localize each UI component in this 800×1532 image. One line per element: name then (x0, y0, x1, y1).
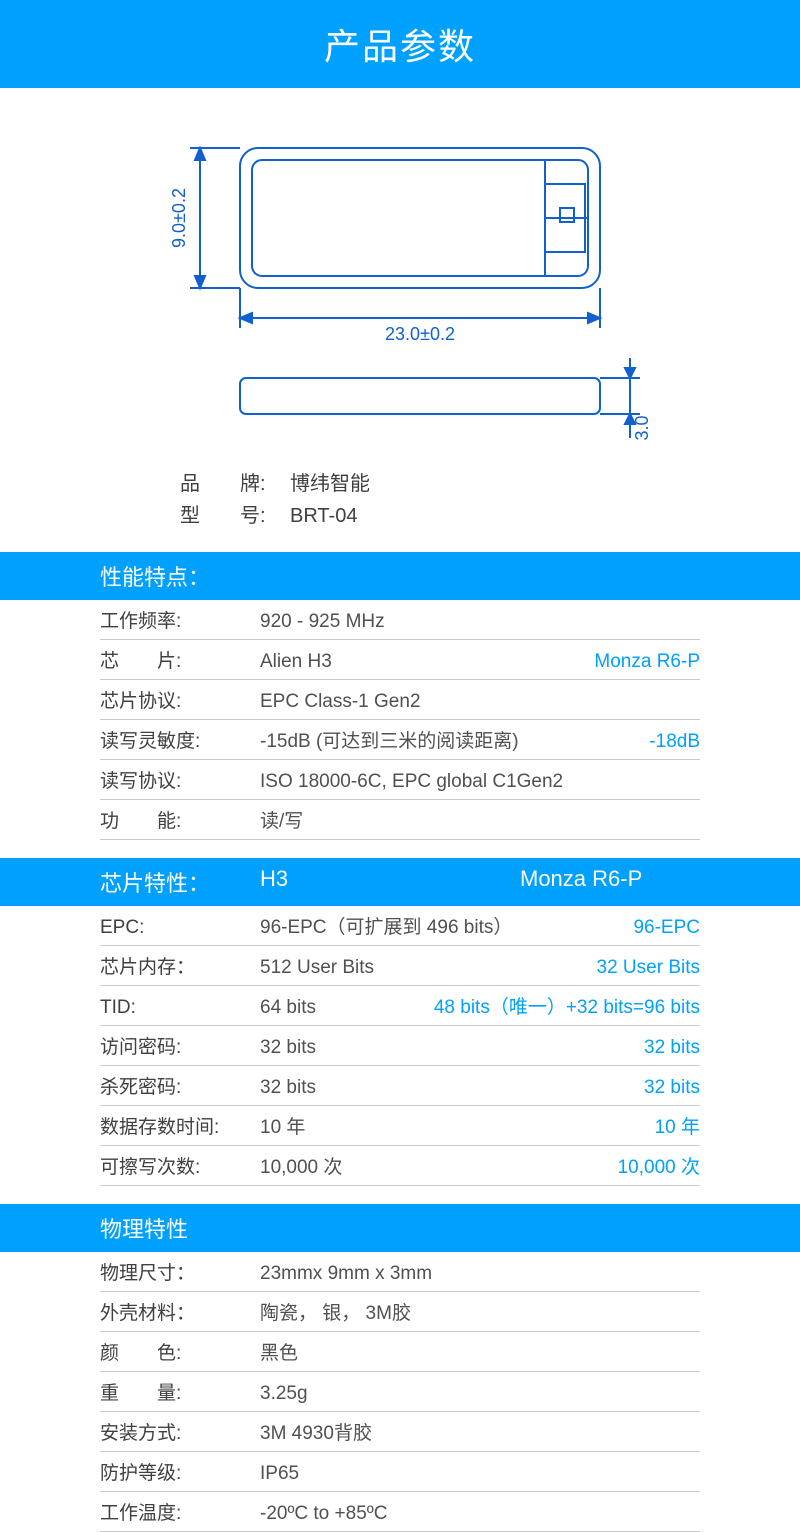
row-value-alt: 32 bits (560, 1077, 700, 1099)
dim-height-label: 9.0±0.2 (169, 188, 189, 248)
row-value: 3.25g (260, 1383, 700, 1405)
row-value: 读/写 (260, 806, 560, 833)
row-label: 重 量: (100, 1378, 260, 1405)
table-row: 数据存数时间: 10 年 10 年 (100, 1106, 700, 1146)
dimension-diagram: 23.0±0.2 9.0±0.2 3.0 (0, 88, 800, 468)
row-value: 黑色 (260, 1338, 700, 1365)
row-label: 外壳材料： (100, 1298, 260, 1325)
row-value-alt: 32 bits (560, 1037, 700, 1059)
table-row: EPC: 96-EPC（可扩展到 496 bits） 96-EPC (100, 906, 700, 946)
row-value: -15dB (可达到三米的阅读距离) (260, 726, 560, 753)
row-value: EPC Class-1 Gen2 (260, 691, 560, 713)
row-label: EPC: (100, 917, 260, 939)
brand-label: 品 牌: (180, 468, 290, 500)
row-value: 96-EPC（可扩展到 496 bits） (260, 912, 560, 939)
row-value-alt: 96-EPC (560, 917, 700, 939)
row-label: 工作频率: (100, 606, 260, 633)
row-value-alt: 48 bits（唯一）+32 bits=96 bits (380, 992, 700, 1019)
chip-header-col1: H3 (260, 866, 520, 898)
chip-table: EPC: 96-EPC（可扩展到 496 bits） 96-EPC 芯片内存： … (0, 906, 800, 1186)
row-label: 读写灵敏度: (100, 726, 260, 753)
row-value: Alien H3 (260, 651, 560, 673)
table-row: 工作温度: -20ºC to +85ºC (100, 1492, 700, 1532)
row-value: 陶瓷， 银， 3M胶 (260, 1298, 700, 1325)
row-label: 数据存数时间: (100, 1112, 260, 1139)
table-row: 颜 色: 黑色 (100, 1332, 700, 1372)
chip-header-label: 芯片特性： (100, 866, 260, 898)
row-value: -20ºC to +85ºC (260, 1503, 700, 1525)
meta-block: 品 牌: 博纬智能 型 号: BRT-04 (0, 468, 800, 552)
row-label: 杀死密码: (100, 1072, 260, 1099)
row-label: 芯片协议: (100, 686, 260, 713)
row-label: TID: (100, 997, 260, 1019)
row-value: 10,000 次 (260, 1152, 560, 1179)
row-value-alt: 10 年 (560, 1112, 700, 1139)
dim-width-label: 23.0±0.2 (385, 324, 455, 344)
row-label: 防护等级: (100, 1458, 260, 1485)
row-label: 功 能: (100, 806, 260, 833)
table-row: 读写协议: ISO 18000-6C, EPC global C1Gen2 (100, 760, 700, 800)
row-value: ISO 18000-6C, EPC global C1Gen2 (260, 771, 700, 793)
model-label: 型 号: (180, 500, 290, 532)
chip-header-col2: Monza R6-P (520, 866, 800, 898)
row-value: 32 bits (260, 1037, 560, 1059)
row-label: 安装方式: (100, 1418, 260, 1445)
row-value: 23mmx 9mm x 3mm (260, 1263, 700, 1285)
perf-table: 工作频率: 920 - 925 MHz 芯 片: Alien H3 Monza … (0, 600, 800, 840)
row-value: 10 年 (260, 1112, 560, 1139)
table-row: TID: 64 bits 48 bits（唯一）+32 bits=96 bits (100, 986, 700, 1026)
perf-header-label: 性能特点： (100, 560, 210, 592)
table-row: 安装方式: 3M 4930背胶 (100, 1412, 700, 1452)
table-row: 读写灵敏度: -15dB (可达到三米的阅读距离) -18dB (100, 720, 700, 760)
table-row: 芯片协议: EPC Class-1 Gen2 (100, 680, 700, 720)
phys-header: 物理特性 (0, 1204, 800, 1252)
row-label: 芯片内存： (100, 952, 260, 979)
table-row: 访问密码: 32 bits 32 bits (100, 1026, 700, 1066)
row-label: 可擦写次数: (100, 1152, 260, 1179)
row-value-alt: -18dB (560, 731, 700, 753)
row-label: 芯 片: (100, 646, 260, 673)
row-value-alt: Monza R6-P (560, 651, 700, 673)
row-label: 物理尺寸： (100, 1258, 260, 1285)
row-value-alt: 10,000 次 (560, 1152, 700, 1179)
row-value: 512 User Bits (260, 957, 560, 979)
table-row: 杀死密码: 32 bits 32 bits (100, 1066, 700, 1106)
table-row: 外壳材料： 陶瓷， 银， 3M胶 (100, 1292, 700, 1332)
row-label: 工作温度: (100, 1498, 260, 1525)
table-row: 芯片内存： 512 User Bits 32 User Bits (100, 946, 700, 986)
perf-header: 性能特点： (0, 552, 800, 600)
table-row: 防护等级: IP65 (100, 1452, 700, 1492)
table-row: 功 能: 读/写 (100, 800, 700, 840)
table-row: 工作频率: 920 - 925 MHz (100, 600, 700, 640)
row-value: 64 bits (260, 997, 380, 1019)
row-value: 32 bits (260, 1077, 560, 1099)
row-label: 访问密码: (100, 1032, 260, 1059)
row-value-alt: 32 User Bits (560, 957, 700, 979)
table-row: 重 量: 3.25g (100, 1372, 700, 1412)
page-title: 产品参数 (0, 0, 800, 88)
table-row: 可擦写次数: 10,000 次 10,000 次 (100, 1146, 700, 1186)
row-value: 3M 4930背胶 (260, 1418, 700, 1445)
row-label: 颜 色: (100, 1338, 260, 1365)
model-value: BRT-04 (290, 500, 357, 532)
table-row: 物理尺寸： 23mmx 9mm x 3mm (100, 1252, 700, 1292)
row-value: IP65 (260, 1463, 700, 1485)
brand-value: 博纬智能 (290, 468, 370, 500)
phys-table: 物理尺寸： 23mmx 9mm x 3mm 外壳材料： 陶瓷， 银， 3M胶 颜… (0, 1252, 800, 1532)
row-value: 920 - 925 MHz (260, 611, 560, 633)
phys-header-label: 物理特性 (100, 1212, 188, 1244)
row-label: 读写协议: (100, 766, 260, 793)
table-row: 芯 片: Alien H3 Monza R6-P (100, 640, 700, 680)
chip-header: 芯片特性： H3 Monza R6-P (0, 858, 800, 906)
dim-thickness-label: 3.0 (632, 415, 650, 440)
